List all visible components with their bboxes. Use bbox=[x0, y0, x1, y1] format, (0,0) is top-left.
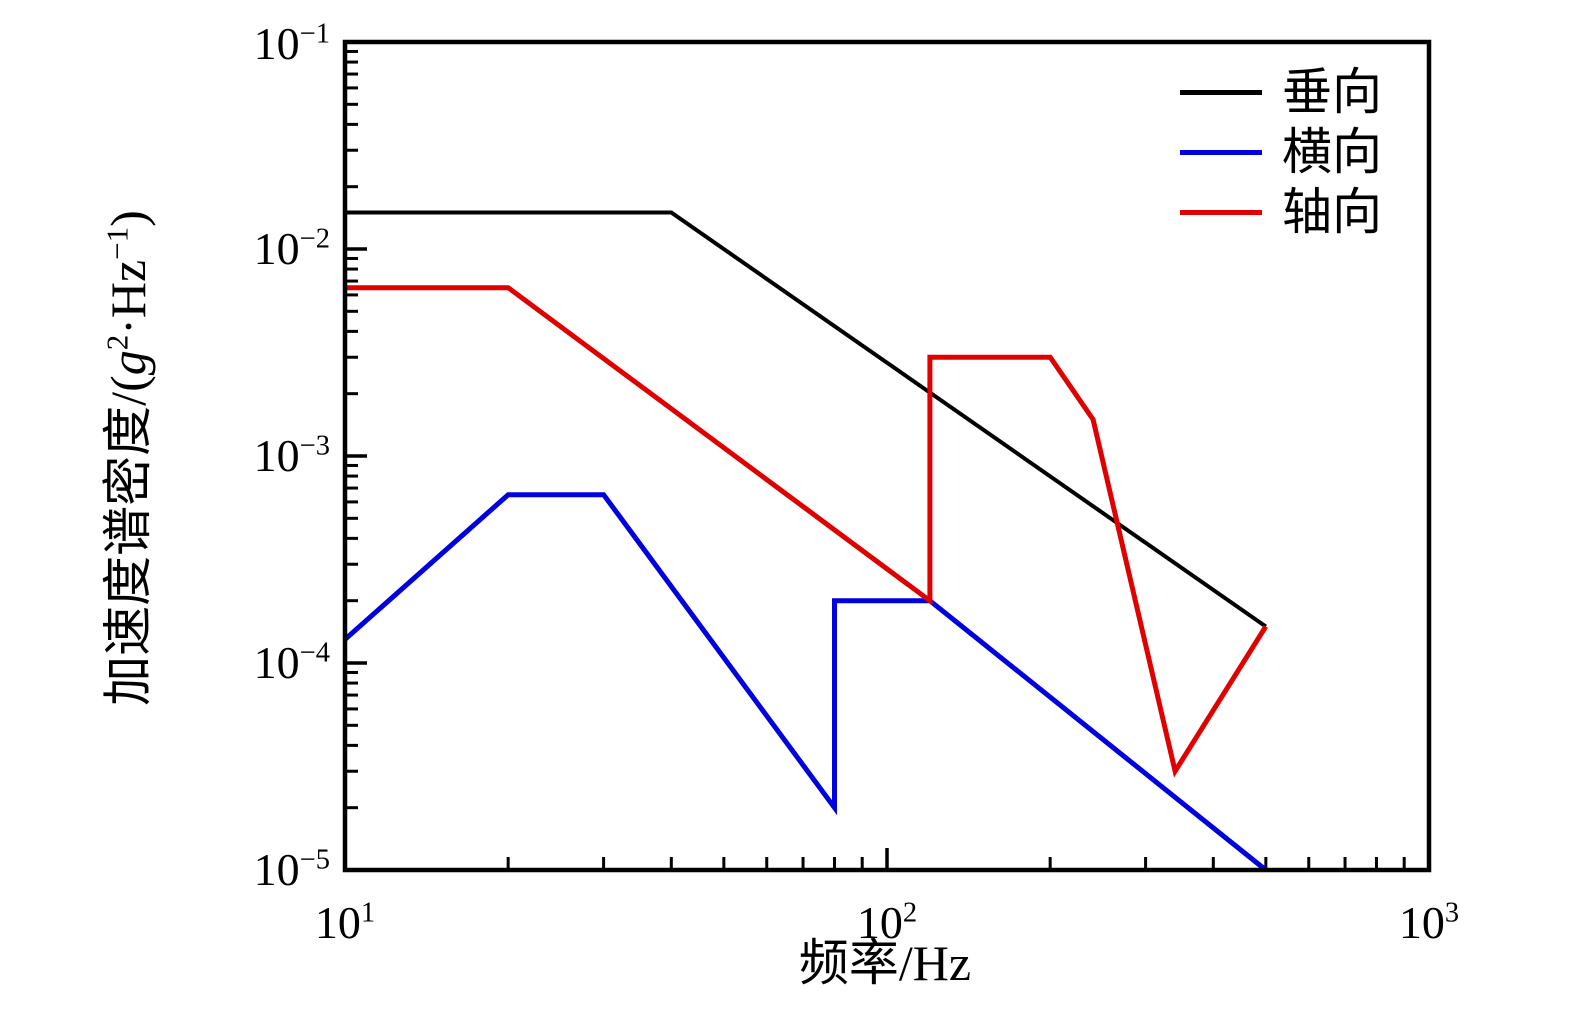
y-tick-label-1e-5: 10−5 bbox=[253, 844, 330, 895]
x-tick-label-10: 101 bbox=[314, 897, 376, 948]
legend-item-axial: 轴向 bbox=[1180, 182, 1382, 242]
y-tick-label-1e-1: 10−1 bbox=[253, 18, 330, 69]
series-line-横向 bbox=[343, 492, 1268, 872]
legend-label-lateral: 横向 bbox=[1282, 124, 1382, 180]
legend-line-black bbox=[1180, 89, 1262, 95]
y-axis-label: 加速度谱密度/(g2·Hz−1) bbox=[99, 210, 156, 706]
plot-border bbox=[342, 39, 1432, 873]
y-tick-label-1e-2: 10−2 bbox=[253, 223, 330, 274]
legend: 垂向 横向 轴向 bbox=[1180, 62, 1382, 242]
x-axis-label: 频率/Hz bbox=[798, 935, 972, 991]
legend-item-lateral: 横向 bbox=[1180, 122, 1382, 182]
legend-item-vertical: 垂向 bbox=[1180, 62, 1382, 122]
series-line-垂向 bbox=[345, 210, 1267, 629]
y-tick-label-1e-4: 10−4 bbox=[253, 637, 330, 688]
x-tick-label-1000: 103 bbox=[1398, 897, 1460, 948]
legend-label-vertical: 垂向 bbox=[1282, 64, 1382, 120]
series-line-轴向 bbox=[345, 285, 1268, 778]
legend-label-axial: 轴向 bbox=[1282, 184, 1382, 240]
x-tick-label-100: 102 bbox=[856, 897, 918, 948]
y-tick-label-1e-3: 10−3 bbox=[253, 430, 330, 481]
legend-line-red bbox=[1180, 209, 1262, 215]
legend-line-blue bbox=[1180, 149, 1262, 155]
